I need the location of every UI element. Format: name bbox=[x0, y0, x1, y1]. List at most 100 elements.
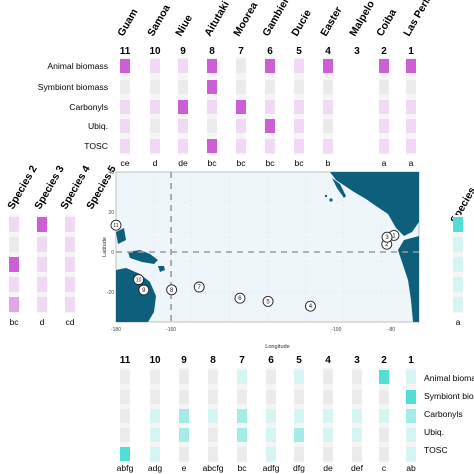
heatmap-cell bbox=[453, 297, 463, 312]
site-marker-label: 8 bbox=[170, 288, 174, 294]
site-name-label: Moorea bbox=[231, 0, 260, 38]
site-number-label: 1 bbox=[408, 355, 414, 366]
significance-letters: bc bbox=[207, 158, 217, 168]
site-marker-label: 1 bbox=[392, 233, 396, 239]
heatmap-cell bbox=[265, 119, 275, 133]
heatmap-cell bbox=[150, 447, 160, 461]
new-guinea-land bbox=[128, 250, 158, 264]
y-tick-label: 20 bbox=[108, 210, 114, 216]
significance-letters: adfg bbox=[263, 463, 280, 473]
heatmap-cell bbox=[294, 428, 304, 442]
heatmap-cell bbox=[65, 257, 75, 272]
heatmap-cell bbox=[9, 257, 19, 272]
site-name-label: Las Perlas bbox=[401, 0, 438, 39]
heatmap-cell bbox=[265, 59, 275, 73]
solomon-land bbox=[158, 266, 165, 272]
heatmap-cell bbox=[120, 80, 130, 94]
site-marker-label: 10 bbox=[136, 278, 142, 284]
x-tick-label: -180 bbox=[111, 327, 121, 333]
site-marker bbox=[193, 281, 205, 293]
site-marker bbox=[110, 219, 122, 231]
site-marker bbox=[166, 284, 178, 296]
site-number-label: 11 bbox=[120, 46, 131, 57]
heatmap-cell bbox=[294, 447, 304, 461]
heatmap-cell bbox=[406, 390, 416, 404]
heatmap-cell bbox=[379, 139, 389, 153]
top-row-label: Ubiq. bbox=[88, 121, 108, 131]
heatmap-cell bbox=[323, 447, 333, 461]
heatmap-cell bbox=[120, 100, 130, 114]
significance-letters: ab bbox=[406, 463, 416, 473]
significance-letters: adg bbox=[148, 463, 163, 473]
heatmap-cell bbox=[294, 100, 304, 114]
heatmap-cell bbox=[294, 139, 304, 153]
site-number-label: 8 bbox=[209, 46, 215, 57]
site-number-label: 10 bbox=[149, 46, 161, 57]
map-panel: 123 4 5 6 7 8 910 11 Longitude Latitude -180 -160 -1… bbox=[102, 170, 420, 350]
heatmap-cell bbox=[179, 390, 189, 404]
site-name-label: Samoa bbox=[145, 3, 173, 39]
heatmap-cell bbox=[266, 370, 276, 384]
heatmap-cell bbox=[406, 119, 416, 133]
heatmap-cell bbox=[179, 428, 189, 442]
hawaii-land bbox=[324, 194, 328, 198]
bottom-row-label: Symbiont bio bbox=[424, 391, 474, 401]
heatmap-cell bbox=[237, 370, 247, 384]
significance-letters: c bbox=[382, 463, 387, 473]
significance-letters: bc bbox=[236, 158, 246, 168]
x-axis-title: Longitude bbox=[265, 344, 290, 350]
heatmap-cell bbox=[150, 59, 160, 73]
significance-letters: de bbox=[178, 158, 188, 168]
heatmap-cell bbox=[208, 409, 218, 423]
heatmap-cell bbox=[352, 409, 362, 423]
site-marker bbox=[133, 274, 145, 286]
site-marker-label: 11 bbox=[113, 223, 118, 229]
heatmap-cell bbox=[266, 409, 276, 423]
site-number-label: 3 bbox=[354, 355, 360, 366]
heatmap-cell bbox=[406, 139, 416, 153]
heatmap-cell bbox=[37, 237, 47, 252]
heatmap-cell bbox=[9, 277, 19, 292]
north-america-land bbox=[330, 172, 419, 236]
heatmap-cell bbox=[178, 100, 188, 114]
heatmap-cell bbox=[37, 277, 47, 292]
heatmap-cell bbox=[179, 370, 189, 384]
heatmap-cell bbox=[352, 390, 362, 404]
heatmap-cell bbox=[379, 119, 389, 133]
heatmap-cell bbox=[120, 119, 130, 133]
heatmap-cell bbox=[207, 80, 217, 94]
site-number-label: 6 bbox=[267, 46, 273, 57]
heatmap-cell bbox=[323, 409, 333, 423]
heatmap-cell bbox=[453, 217, 463, 232]
bottom-heatmap-panel: 11 abfg 10 adg 9 e 8 abcfg 7 bc 6 adfg 5 dfg 4 de 3 def 2 c… bbox=[117, 355, 474, 473]
significance-letters: bc bbox=[294, 158, 304, 168]
site-name-label: Niue bbox=[173, 13, 195, 39]
site-number-label: 7 bbox=[238, 46, 244, 57]
site-number-label: 9 bbox=[181, 355, 187, 366]
heatmap-cell bbox=[9, 297, 19, 312]
heatmap-cell bbox=[323, 139, 333, 153]
heatmap-cell bbox=[237, 447, 247, 461]
site-number-label: 11 bbox=[120, 355, 131, 366]
site-number-label: 4 bbox=[325, 355, 331, 366]
site-number-label: 9 bbox=[180, 46, 186, 57]
site-number-label: 7 bbox=[239, 355, 245, 366]
heatmap-cell bbox=[150, 100, 160, 114]
heatmap-cell bbox=[236, 80, 246, 94]
bottom-row-label: Carbonyls bbox=[424, 409, 463, 419]
y-tick-label: -20 bbox=[107, 290, 114, 296]
site-number-label: 8 bbox=[210, 355, 216, 366]
heatmap-cell bbox=[150, 409, 160, 423]
site-name-label: Ducie bbox=[289, 8, 314, 39]
heatmap-cell bbox=[208, 390, 218, 404]
site-number-label: 10 bbox=[149, 355, 161, 366]
heatmap-cell bbox=[352, 428, 362, 442]
heatmap-cell bbox=[236, 59, 246, 73]
significance-letters: de bbox=[323, 463, 333, 473]
site-marker-label: 4 bbox=[309, 304, 313, 310]
heatmap-cell bbox=[265, 80, 275, 94]
significance-letters: ce bbox=[120, 158, 129, 168]
heatmap-cell bbox=[150, 139, 160, 153]
site-marker bbox=[305, 300, 316, 312]
